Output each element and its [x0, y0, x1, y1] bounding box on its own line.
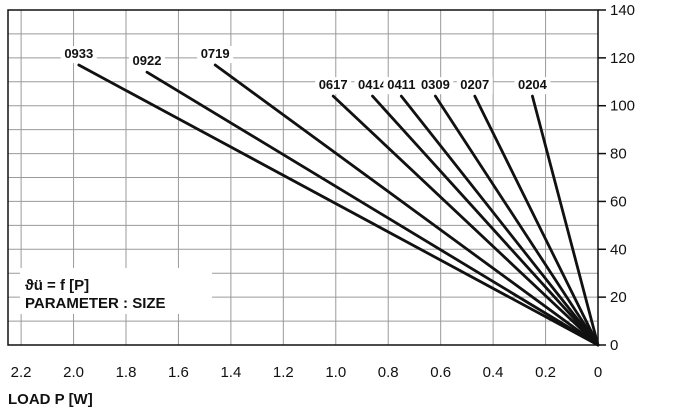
- y-tick-label: 120: [610, 50, 635, 67]
- series-labels: 0933 0922 0719 0617 0414 0411 0309 0207 0204: [60, 46, 551, 95]
- series-label-0719: 0719: [201, 46, 230, 61]
- series-label-bg: [315, 77, 352, 95]
- series-label-0204: 0204: [518, 77, 548, 92]
- x-tick-label: 1.4: [220, 364, 241, 381]
- y-tick-label: 60: [610, 193, 627, 210]
- y-tick-label: 40: [610, 241, 627, 258]
- annotation-formula: ϑü = f [P]: [25, 277, 89, 294]
- x-tick-label: 0: [594, 364, 602, 381]
- annotation-background: [20, 268, 212, 314]
- series-label-0309: 0309: [421, 77, 450, 92]
- series-label-bg: [197, 46, 234, 64]
- x-tick-label: 1.6: [168, 364, 189, 381]
- x-tick-label: 1.8: [116, 364, 137, 381]
- series-label-bg: [60, 46, 97, 64]
- series-label-bg: [128, 53, 165, 71]
- x-tick-label: 0.6: [430, 364, 451, 381]
- series-line-0933: [77, 63, 600, 347]
- y-tick-label: 140: [610, 2, 635, 19]
- series-label-0207: 0207: [460, 77, 489, 92]
- x-tick-label: 1.2: [273, 364, 294, 381]
- series-line-0922: [145, 70, 600, 347]
- x-tick-label: 0.2: [535, 364, 556, 381]
- series-label-bg: [354, 77, 391, 95]
- y-tick-label: 100: [610, 98, 635, 115]
- series-line-0411: [399, 94, 600, 347]
- y-tick-label: 80: [610, 146, 627, 163]
- y-tick-label: 0: [610, 337, 618, 354]
- series-label-bg: [383, 77, 420, 95]
- series-line-0207: [473, 94, 600, 347]
- series-label-bg: [456, 77, 493, 95]
- series-label-bg: [417, 77, 454, 95]
- series-line-0204: [531, 94, 600, 347]
- series-label-0617: 0617: [319, 77, 348, 92]
- series-line-0309: [434, 94, 600, 347]
- series-line-0617: [331, 94, 600, 347]
- series-label-0414: 0414: [358, 77, 388, 92]
- series-label-bg: [514, 77, 551, 95]
- plot-frame: [7, 9, 599, 346]
- x-tick-label: 0.8: [378, 364, 399, 381]
- series-label-0933: 0933: [64, 46, 93, 61]
- series-label-0411: 0411: [387, 77, 415, 92]
- y-axis-ticks: 0 20 40 60 80 100 120 140: [598, 2, 635, 354]
- series-line-0719: [213, 63, 600, 347]
- series-line-0414: [371, 94, 600, 347]
- x-tick-label: 2.0: [63, 364, 84, 381]
- x-tick-label: 1.0: [325, 364, 346, 381]
- annotation-parameter: PARAMETER : SIZE: [25, 295, 166, 312]
- y-tick-label: 20: [610, 289, 627, 306]
- x-axis-title: LOAD P [W]: [8, 391, 93, 408]
- x-tick-label: 2.2: [11, 364, 32, 381]
- series-lines: [77, 63, 600, 347]
- x-tick-label: 0.4: [483, 364, 504, 381]
- series-label-0922: 0922: [133, 53, 162, 68]
- x-axis-ticks: 2.2 2.0 1.8 1.6 1.4 1.2 1.0 0.8 0.6 0.4 0.2 0: [11, 364, 602, 381]
